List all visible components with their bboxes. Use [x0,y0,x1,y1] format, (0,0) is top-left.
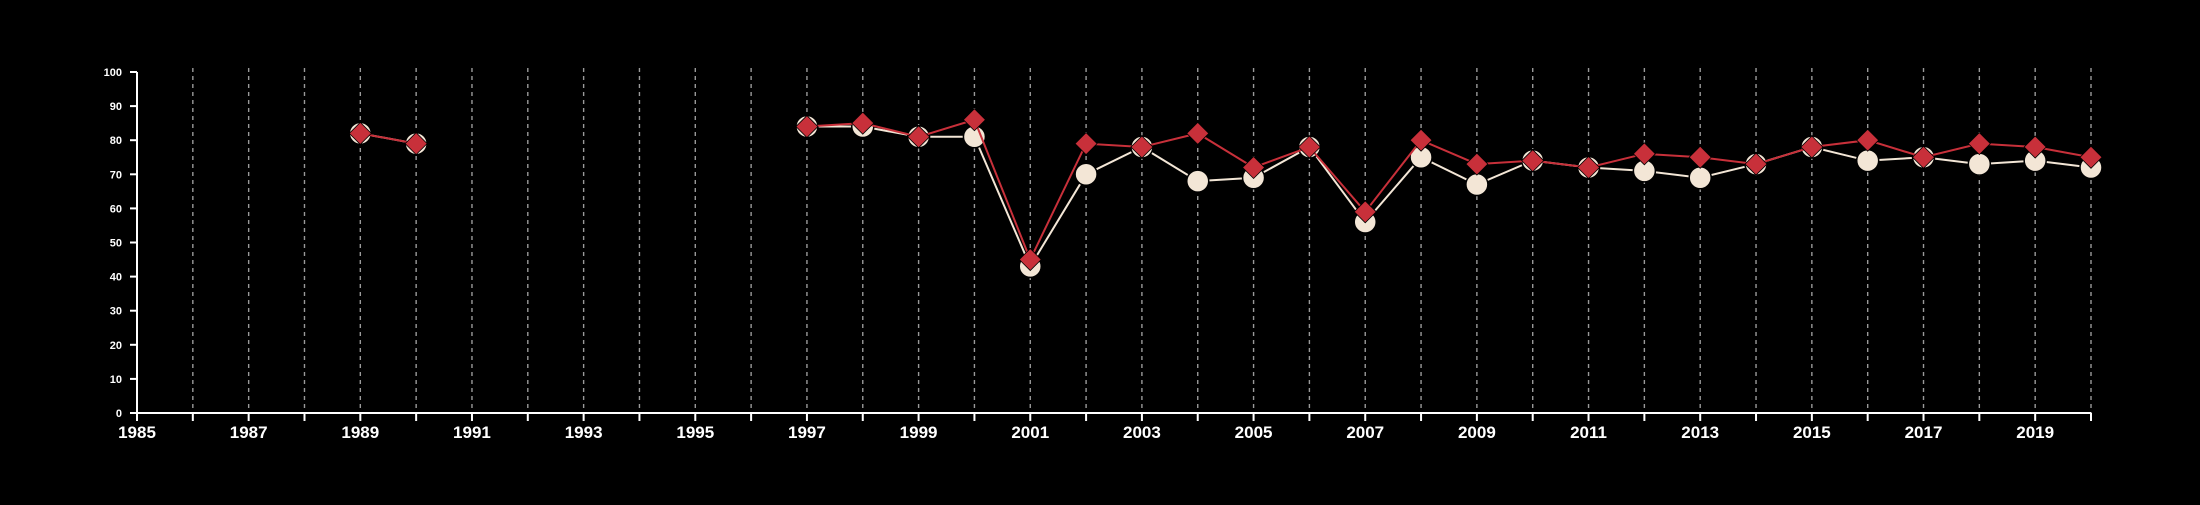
x-tick-label-1997: 1997 [788,423,826,442]
y-tick-label-80: 80 [110,135,122,147]
series-1-point-2004 [1185,169,1210,193]
y-tick-label-10: 10 [110,374,122,386]
series-2-point-2009 [1465,152,1489,176]
series-2-point-2015 [1800,135,1824,159]
series-2-point-2018 [1967,132,1991,156]
y-tick-label-0: 0 [116,408,122,420]
series-2-line-2 [806,118,2092,263]
series-1-point-2018 [1967,152,1992,176]
y-tick-label-90: 90 [110,101,122,113]
y-tick-label-70: 70 [110,169,122,181]
y-tick-label-40: 40 [110,272,122,284]
y-tick-label-50: 50 [110,238,122,250]
series-2-point-2019 [2023,135,2047,159]
series-2-point-2008 [1409,128,1433,152]
x-tick-label-1999: 1999 [900,423,938,442]
series-2-point-2004 [1186,121,1210,145]
series-1-point-2016 [1855,148,1880,173]
series-2-point-2014 [1744,152,1768,176]
series-2-point-2002 [1074,132,1098,156]
series-2-point-1990 [404,132,428,156]
series-2-point-2007 [1353,200,1377,224]
series-2-point-1999 [907,125,931,149]
y-tick-label-30: 30 [110,306,122,318]
x-tick-label-2007: 2007 [1346,423,1384,442]
x-tick-label-1987: 1987 [230,423,268,442]
x-tick-label-2015: 2015 [1793,423,1831,442]
series-1-point-2002 [1074,162,1098,187]
x-tick-label-1991: 1991 [453,423,491,442]
x-tick-label-2003: 2003 [1123,423,1161,442]
series-2-point-2011 [1576,155,1601,180]
x-tick-label-2009: 2009 [1458,423,1496,442]
series-2-point-2017 [1911,145,1936,169]
x-tick-label-2019: 2019 [2016,423,2054,442]
x-tick-label-1989: 1989 [341,423,379,442]
series-1-point-2013 [1688,165,1712,190]
vertical-gridlines [192,68,2092,413]
x-tick-label-2005: 2005 [1235,423,1273,442]
series-1-line-2 [806,125,2092,269]
series-layer [348,108,2103,279]
x-tick-label-2001: 2001 [1011,423,1049,442]
series-2-point-2012 [1632,142,1656,166]
series-2-point-2001 [1018,247,1042,272]
series-2-point-2016 [1856,128,1880,152]
y-tick-label-20: 20 [110,340,122,352]
series-1-point-2009 [1465,172,1489,197]
series-2-point-1998 [851,111,875,135]
axes: 0 10 20 30 40 50 60 70 80 90 100 1985 1987 1989 1991 19… [104,67,2092,442]
x-tick-label-2013: 2013 [1681,423,1719,442]
series-2-point-2020 [2079,145,2103,169]
y-tick-label-60: 60 [110,203,122,215]
series-2 [348,108,2103,272]
series-2-point-2005 [1242,155,1266,180]
x-tick-label-1993: 1993 [565,423,603,442]
x-tick-label-2017: 2017 [1905,423,1943,442]
series-2-point-1989 [348,121,372,145]
series-2-point-2000 [962,108,986,132]
x-tick-label-2011: 2011 [1570,423,1607,442]
series-1 [348,114,2103,279]
x-tick-label-1985: 1985 [118,423,156,442]
series-2-point-2010 [1521,149,1545,173]
x-tick-label-1995: 1995 [676,423,714,442]
series-2-point-2006 [1297,135,1321,159]
y-tick-label-100: 100 [104,67,122,79]
series-2-point-2013 [1688,145,1712,169]
series-2-point-1997 [795,114,819,139]
series-2-point-2003 [1130,135,1154,159]
